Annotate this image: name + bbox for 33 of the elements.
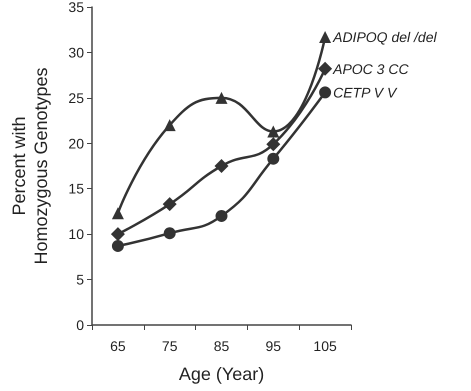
x-tick-label: 75 (162, 338, 178, 354)
x-tick-label: 65 (110, 338, 126, 354)
y-axis-title: Percent with Homozygous Genotypes (9, 67, 51, 265)
series-label: APOC 3 CC (332, 60, 410, 77)
point (110, 227, 125, 242)
point (214, 159, 228, 173)
x-tick-label: 85 (214, 338, 230, 354)
point (216, 92, 228, 104)
point (319, 86, 332, 98)
point (112, 240, 124, 252)
point (164, 119, 176, 132)
x-tick-label: 95 (266, 338, 282, 354)
point (162, 197, 177, 212)
x-axis-title: Age (Year) (178, 364, 264, 384)
point (267, 125, 280, 138)
point (112, 207, 124, 220)
y-tick-label: 0 (76, 317, 84, 333)
y-tick-label: 20 (68, 135, 84, 152)
y-tick-label: 30 (68, 44, 84, 60)
point (216, 210, 228, 222)
y-tick-label: 25 (68, 90, 84, 106)
series-label: ADIPOQ del /del (332, 28, 438, 45)
point (266, 137, 280, 152)
y-tick-label: 35 (68, 0, 84, 15)
x-tick-label: 105 (313, 338, 337, 354)
point (164, 227, 176, 240)
y-tick-label: 10 (68, 226, 84, 242)
point (318, 62, 332, 76)
point (267, 152, 280, 165)
point (319, 30, 332, 43)
series-label: CETP V V (333, 84, 398, 100)
y-tick-label: 5 (76, 272, 84, 288)
y-tick-label: 15 (68, 180, 84, 197)
